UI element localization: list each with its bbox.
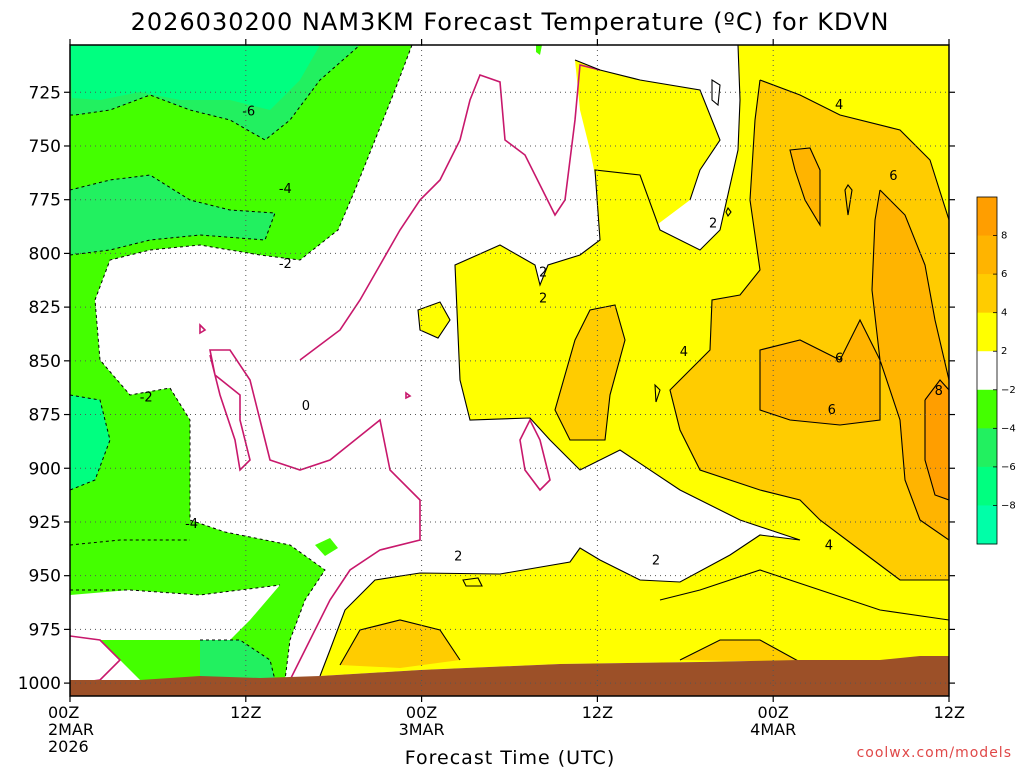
source-credit[interactable]: coolwx.com/models (857, 745, 1012, 761)
contour-label: 2 (454, 549, 462, 564)
grid-lines (70, 45, 949, 696)
colorbar-swatch (977, 235, 997, 275)
y-tick-label: 875 (29, 406, 61, 426)
colorbar-label: −4 (1001, 423, 1016, 434)
ground-surface (70, 656, 949, 696)
contour-label: 4 (825, 539, 833, 554)
colorbar-label: −6 (1001, 462, 1016, 473)
colorbar-swatch (977, 351, 997, 391)
colorbar-label: 6 (1001, 269, 1007, 280)
contour-label: 2 (709, 216, 717, 231)
colorbar-label: 2 (1001, 346, 1007, 357)
shade-4-to-6-low (340, 620, 460, 668)
y-tick-label: 900 (29, 459, 61, 479)
contour-label: 6 (889, 169, 897, 184)
colorbar-swatch (977, 312, 997, 352)
shade-2-to-4-b (418, 302, 450, 338)
x-tick-label: 00Z (758, 703, 789, 722)
plot-frame (69, 44, 950, 697)
colorbar-swatch (977, 389, 997, 429)
x-tick-label: 4MAR (750, 720, 796, 739)
shade-warm-strip-left (70, 585, 280, 640)
chart-title: 2026030200 NAM3KM Forecast Temperature (… (131, 8, 890, 36)
x-tick-label: 3MAR (399, 720, 445, 739)
y-tick-label: 975 (29, 620, 61, 640)
colorbar-swatch (977, 428, 997, 468)
shade-minus6-to-minus8 (70, 45, 320, 110)
contour-label: 6 (835, 352, 843, 367)
y-tick-label: 850 (29, 352, 61, 372)
contour-label: 4 (680, 345, 688, 360)
x-axis-label: Forecast Time (UTC) (405, 747, 615, 768)
shade-green-blob (315, 538, 338, 556)
contour-label: 4 (835, 98, 843, 113)
shade-6-to-8 (760, 320, 880, 425)
contour-label: 2 (652, 554, 660, 569)
colorbar-frame (976, 196, 998, 545)
contour-label: 0 (302, 399, 310, 414)
y-tick-label: 775 (29, 191, 61, 211)
y-tick-label: 1000 (18, 674, 61, 694)
colorbar: 8 6 4 2 −2 −4 −6 −8 (976, 196, 1016, 545)
contour-label: -2 (140, 390, 153, 405)
contour-label: -2 (279, 257, 292, 272)
x-tick-label: 12Z (934, 703, 965, 722)
colorbar-swatch (977, 274, 997, 314)
positive-contours (319, 45, 949, 677)
contour-label: 8 (935, 384, 943, 399)
shade-minus4-low (200, 640, 275, 680)
contour-label: -6 (242, 105, 255, 120)
y-tick-label: 950 (29, 567, 61, 587)
y-tick-label: 725 (29, 83, 61, 103)
plot-area (70, 45, 949, 696)
colorbar-label: −2 (1001, 385, 1016, 396)
colorbar-label: −8 (1001, 500, 1016, 511)
shade-green-top (536, 45, 542, 55)
x-tick-label: 12Z (230, 703, 261, 722)
y-tick-label: 800 (29, 244, 61, 264)
x-tick-label: 2026 (48, 737, 89, 756)
x-tick-label: 12Z (582, 703, 613, 722)
shade-minus4-to-minus6-b (70, 175, 275, 255)
x-tick-label: 00Z (48, 703, 79, 722)
colorbar-swatch (977, 197, 997, 237)
x-tick-label: 00Z (406, 703, 437, 722)
contour-label: -4 (279, 182, 292, 197)
colorbar-label: 4 (1001, 308, 1007, 319)
contour-label: 6 (828, 403, 836, 418)
shade-6-to-8-c (790, 148, 820, 225)
negative-contours (70, 45, 413, 681)
y-tick-label: 825 (29, 298, 61, 318)
contour-label: 2 (539, 266, 547, 281)
y-tick-label: 750 (29, 137, 61, 157)
colorbar-label: 8 (1001, 231, 1007, 242)
y-tick-label: 925 (29, 513, 61, 533)
x-tick-label: 2MAR (48, 720, 94, 739)
shade-8-to-10 (925, 380, 949, 500)
y-axis: 725 750 775 800 825 850 875 900 925 950 975 1000 (18, 83, 955, 694)
shade-minus6-to-minus8-b (70, 395, 110, 490)
contour-label: -4 (185, 517, 198, 532)
contour-labels: -6 -4 -2 -2 -4 0 2 2 2 2 2 4 4 4 6 6 6 8 (140, 98, 943, 568)
shade-2-to-4-c (575, 60, 720, 230)
colorbar-swatch (977, 466, 997, 506)
shade-4-to-6-b (555, 305, 625, 440)
colorbar-swatch (977, 505, 997, 545)
contour-label: 2 (539, 292, 547, 307)
